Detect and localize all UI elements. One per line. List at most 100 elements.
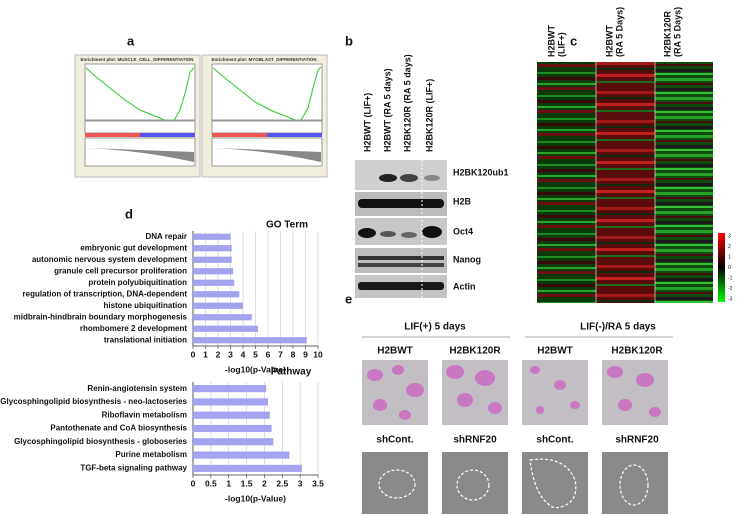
heatmap-column-label: H2BWT <box>546 25 556 57</box>
band-label: H2BK120ub1 <box>453 167 509 177</box>
colorbar-tick-label: -3 <box>728 296 733 302</box>
colorbar-tick-label: 3 <box>728 233 731 239</box>
panel-label: e <box>345 291 352 306</box>
category-label: Pantothenate and CoA biosynthesis <box>50 424 187 433</box>
image-label: shRNF20 <box>453 435 497 446</box>
category-label: protein polyubiquitination <box>88 278 187 287</box>
condition-label: LIF(+) 5 days <box>404 322 466 333</box>
x-tick-label: 6 <box>266 349 271 359</box>
gsea-plot: Enrichment plot: MUSCLE_CELL_DIFFERENTIA… <box>74 54 201 178</box>
chart-title: GO Term <box>266 220 308 231</box>
bar <box>193 279 235 286</box>
x-tick-label: 10 <box>313 349 323 359</box>
bar <box>193 291 240 298</box>
colorbar-tick-label: -2 <box>728 286 733 292</box>
colorbar-tick-label: -1 <box>728 275 733 281</box>
category-label: Riboflavin metabolism <box>102 410 187 419</box>
gsea-title: Enrichment plot: MUSCLE_CELL_DIFFERENTIA… <box>81 57 194 62</box>
band-label: Oct4 <box>453 226 473 236</box>
x-tick-label: 8 <box>291 349 296 359</box>
western-blot: H2BWT (LIF+) H2BWT (RA 5 days) H2BK120R … <box>355 54 509 298</box>
category-label: TGF-beta signaling pathway <box>80 463 187 472</box>
category-label: translational initiation <box>104 335 187 344</box>
image-label: shRNF20 <box>615 435 659 446</box>
image-label: H2BK120R <box>611 346 663 357</box>
image-label: H2BK120R <box>449 346 501 357</box>
band-label: Actin <box>453 281 476 291</box>
x-tick-label: 3 <box>228 349 233 359</box>
panel-label: b <box>345 33 353 48</box>
bar <box>193 385 267 393</box>
band-label: H2B <box>453 196 472 206</box>
x-axis-label: -log10(p-Value) <box>225 493 286 503</box>
chart-title: Pathway <box>271 367 312 378</box>
category-label: Purine metabolism <box>115 450 187 459</box>
image-label: shCont. <box>536 435 573 446</box>
x-tick-label: 2 <box>216 349 221 359</box>
x-axis-label: -log10(p-Value) <box>225 364 286 374</box>
bar <box>193 233 231 240</box>
heatmap-column-label: H2BWT <box>604 25 614 57</box>
lane-label: H2BWT (RA 5 days) <box>382 68 392 152</box>
bar <box>193 438 274 446</box>
category-label: regulation of transcription, DNA-depende… <box>23 289 188 298</box>
bar <box>193 245 232 252</box>
bar <box>193 411 270 419</box>
lane-label: H2BK120R (LIF+) <box>424 79 434 152</box>
x-tick-label: 5 <box>253 349 258 359</box>
category-label: rhombomere 2 development <box>80 324 187 333</box>
bar <box>193 464 302 472</box>
heatmap-column-label: H2BK120R <box>662 10 672 57</box>
gsea-title: Enrichment plot: MYOBLAST_DIFFERENTIATIO… <box>212 57 317 62</box>
heatmap-column-label: (RA 5 Days) <box>614 7 624 57</box>
category-label: midbrain-hindbrain boundary morphogenesi… <box>14 312 188 321</box>
category-label: embryonic gut development <box>80 243 187 252</box>
lane-label: H2BK120R (RA 5 days) <box>402 54 412 152</box>
cell-images: LIF(+) 5 days LIF(-)/RA 5 days H2BWT H2B… <box>362 322 673 514</box>
colorbar-tick-label: 2 <box>728 244 731 250</box>
category-label: DNA repair <box>146 232 188 241</box>
panel-label: a <box>127 33 135 48</box>
condition-label: LIF(-)/RA 5 days <box>580 322 656 333</box>
x-tick-label: 1 <box>203 349 208 359</box>
colorbar-tick-label: 1 <box>728 254 731 260</box>
category-label: Glycosphingolipid biosynthesis - neo-lac… <box>0 397 187 406</box>
x-tick-label: 1 <box>226 478 231 488</box>
bar <box>193 302 243 309</box>
bar <box>193 451 290 459</box>
x-tick-label: 3.5 <box>312 478 324 488</box>
bar <box>193 325 258 332</box>
gsea-plot: Enrichment plot: MYOBLAST_DIFFERENTIATIO… <box>201 54 328 178</box>
bar <box>193 424 272 433</box>
x-tick-label: 0 <box>191 478 196 488</box>
x-tick-label: 4 <box>241 349 246 359</box>
bar <box>193 398 268 406</box>
x-tick-label: 3 <box>298 478 303 488</box>
heatmap-column-label: (RA 5 Days) <box>672 7 682 57</box>
bar <box>193 268 233 275</box>
x-tick-label: 0.5 <box>205 478 217 488</box>
bar <box>193 337 307 344</box>
panel-label: c <box>570 33 577 48</box>
colorbar <box>718 233 725 302</box>
image-label: H2BWT <box>537 346 573 357</box>
category-label: Glycosphingolipid biosynthesis - globose… <box>14 437 187 446</box>
x-tick-label: 0 <box>191 349 196 359</box>
band-label: Nanog <box>453 254 481 264</box>
panel-label: d <box>125 206 133 221</box>
bar <box>193 256 232 263</box>
heatmap: H2BWT (LIF+) H2BWT (RA 5 Days) H2BK120R … <box>537 7 733 303</box>
category-label: histone ubiquitination <box>103 301 187 310</box>
category-label: granule cell precursor proliferation <box>54 266 187 275</box>
x-tick-label: 2 <box>262 478 267 488</box>
lane-label: H2BWT (LIF+) <box>362 93 372 152</box>
category-label: autonomic nervous system development <box>32 255 187 264</box>
x-tick-label: 7 <box>278 349 283 359</box>
colorbar-tick-label: 0 <box>728 265 731 271</box>
heatmap-column-label: (LIF+) <box>556 32 566 57</box>
image-label: H2BWT <box>377 346 413 357</box>
bar <box>193 314 252 321</box>
colorbar-ticks: 3 2 1 0 -1 -2 -3 <box>728 233 733 302</box>
